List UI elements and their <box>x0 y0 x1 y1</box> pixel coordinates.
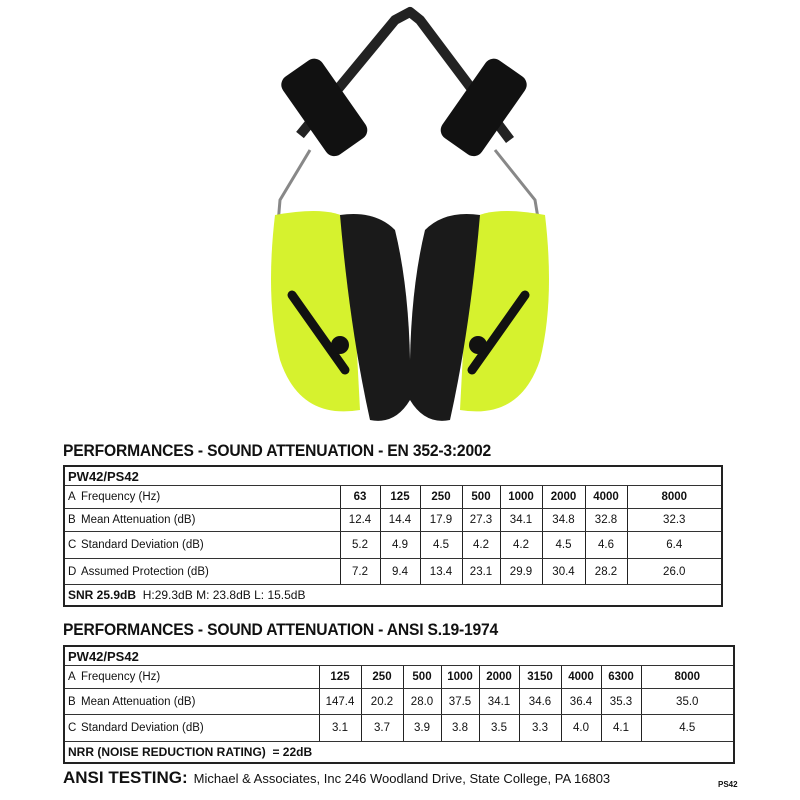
cell: 34.6 <box>518 688 562 715</box>
cell: 250 <box>360 665 404 689</box>
cell: 1000 <box>440 665 480 689</box>
en-attenuation-table: PW42/PS42 A Frequency (Hz) 63 125 250 500 1000… <box>63 465 723 607</box>
cell: 28.0 <box>402 688 442 715</box>
row-label: Standard Deviation (dB) <box>78 714 319 742</box>
cell: 20.2 <box>360 688 404 715</box>
en-table-title: PERFORMANCES - SOUND ATTENUATION - EN 35… <box>63 441 492 460</box>
table-row: B Mean Attenuation (dB) 147.4 20.2 28.0 37.5 3… <box>63 688 735 715</box>
table-row: C Standard Deviation (dB) 5.2 4.9 4.5 4.2 4.2 4… <box>63 531 723 559</box>
cell: 1000 <box>499 485 543 509</box>
cell: 4.2 <box>499 531 543 559</box>
cell: 36.4 <box>560 688 602 715</box>
ansi-testing-text: Michael & Associates, Inc 246 Woodland D… <box>193 771 611 786</box>
cell: 29.9 <box>499 558 543 585</box>
hml-values: H:29.3dB M: 23.8dB L: 15.5dB <box>142 588 306 602</box>
cell: 500 <box>402 665 442 689</box>
row-label: Mean Attenuation (dB) <box>78 688 319 715</box>
cell: 17.9 <box>419 508 463 532</box>
en-model: PW42/PS42 <box>63 465 723 486</box>
cell: 8000 <box>626 485 723 509</box>
cell: 35.3 <box>600 688 642 715</box>
cell: 147.4 <box>318 688 362 715</box>
row-letter: A <box>63 665 78 689</box>
cell: 2000 <box>541 485 586 509</box>
row-label: Frequency (Hz) <box>78 485 340 509</box>
cell: 35.0 <box>640 688 735 715</box>
nrr-footer: NRR (NOISE REDUCTION RATING) = 22dB <box>63 741 735 764</box>
row-letter: B <box>63 508 78 532</box>
row-label: Assumed Protection (dB) <box>78 558 340 585</box>
cell: 3.1 <box>318 714 362 742</box>
cell: 3.7 <box>360 714 404 742</box>
nrr-value: = 22dB <box>272 745 313 759</box>
ansi-table-title: PERFORMANCES - SOUND ATTENUATION - ANSI … <box>63 620 499 639</box>
row-label: Frequency (Hz) <box>78 665 319 689</box>
cell: 27.3 <box>461 508 501 532</box>
cell: 4.0 <box>560 714 602 742</box>
cell: 5.2 <box>339 531 381 559</box>
earmuff-product-image <box>271 7 549 421</box>
cell: 13.4 <box>419 558 463 585</box>
table-row: A Frequency (Hz) 63 125 250 500 1000 2000 4000 80… <box>63 485 723 509</box>
cell: 4.5 <box>419 531 463 559</box>
row-letter: B <box>63 688 78 715</box>
cell: 32.3 <box>626 508 723 532</box>
cell: 3.5 <box>478 714 520 742</box>
cell: 3150 <box>518 665 562 689</box>
cell: 14.4 <box>379 508 421 532</box>
cell: 3.9 <box>402 714 442 742</box>
cell: 4.1 <box>600 714 642 742</box>
row-label: Mean Attenuation (dB) <box>78 508 340 532</box>
ansi-model: PW42/PS42 <box>63 645 735 666</box>
cell: 4.5 <box>640 714 735 742</box>
cell: 63 <box>339 485 381 509</box>
cell: 30.4 <box>541 558 586 585</box>
cell: 12.4 <box>339 508 381 532</box>
ansi-testing-label: ANSI TESTING: <box>63 768 188 787</box>
cell: 125 <box>379 485 421 509</box>
ansi-attenuation-table: PW42/PS42 A Frequency (Hz) 125 250 500 1000 20… <box>63 645 735 764</box>
cell: 8000 <box>640 665 735 689</box>
cell: 500 <box>461 485 501 509</box>
cell: 7.2 <box>339 558 381 585</box>
cell: 4.6 <box>584 531 628 559</box>
cell: 4.5 <box>541 531 586 559</box>
cell: 250 <box>419 485 463 509</box>
cell: 6300 <box>600 665 642 689</box>
cell: 4.9 <box>379 531 421 559</box>
cell: 2000 <box>478 665 520 689</box>
cell: 125 <box>318 665 362 689</box>
table-row: C Standard Deviation (dB) 3.1 3.7 3.9 3.8 3.5 3… <box>63 714 735 742</box>
cell: 9.4 <box>379 558 421 585</box>
snr-footer: SNR 25.9dB H:29.3dB M: 23.8dB L: 15.5dB <box>63 584 723 607</box>
cell: 4000 <box>560 665 602 689</box>
cell: 23.1 <box>461 558 501 585</box>
cell: 3.3 <box>518 714 562 742</box>
table-row: A Frequency (Hz) 125 250 500 1000 2000 3150 4000… <box>63 665 735 689</box>
row-letter: C <box>63 714 78 742</box>
row-letter: D <box>63 558 78 585</box>
cell: 28.2 <box>584 558 628 585</box>
snr-value: SNR 25.9dB <box>68 588 137 602</box>
cell: 32.8 <box>584 508 628 532</box>
table-row: B Mean Attenuation (dB) 12.4 14.4 17.9 27.3 34… <box>63 508 723 532</box>
row-label: Standard Deviation (dB) <box>78 531 340 559</box>
product-code: PS42 <box>718 780 738 789</box>
cell: 6.4 <box>626 531 723 559</box>
cell: 4.2 <box>461 531 501 559</box>
cell: 34.1 <box>478 688 520 715</box>
cell: 37.5 <box>440 688 480 715</box>
cell: 4000 <box>584 485 628 509</box>
nrr-label: NRR (NOISE REDUCTION RATING) <box>68 745 266 759</box>
cell: 34.1 <box>499 508 543 532</box>
cell: 3.8 <box>440 714 480 742</box>
table-row: D Assumed Protection (dB) 7.2 9.4 13.4 23.1 29… <box>63 558 723 585</box>
cell: 26.0 <box>626 558 723 585</box>
row-letter: C <box>63 531 78 559</box>
ansi-testing-line: ANSI TESTING: Michael & Associates, Inc 2… <box>63 768 610 788</box>
row-letter: A <box>63 485 78 509</box>
cell: 34.8 <box>541 508 586 532</box>
